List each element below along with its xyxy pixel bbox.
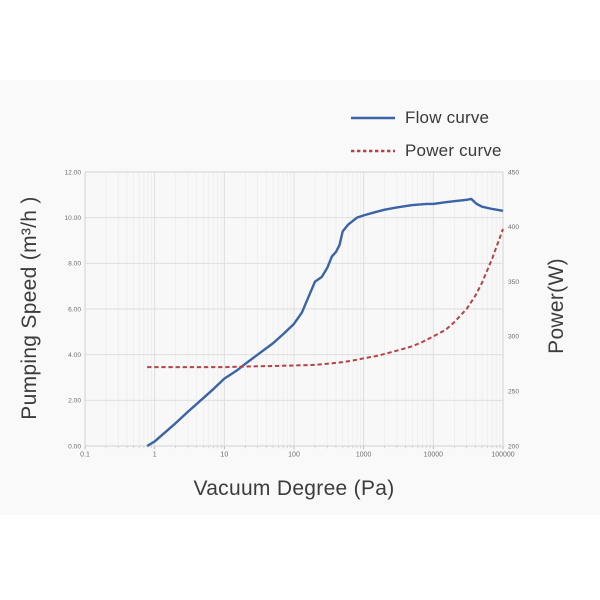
x-axis-title: Vacuum Degree (Pa) <box>193 477 395 500</box>
y-right-tick-label: 400 <box>508 224 519 231</box>
y-right-tick-label: 250 <box>508 389 519 396</box>
x-tick-label: 0.1 <box>80 452 90 459</box>
x-tick-label: 100 <box>288 452 300 459</box>
x-tick-label: 1000 <box>356 452 372 459</box>
x-tick-label: 100000 <box>491 452 514 459</box>
legend-item-flow: Flow curve <box>350 107 502 129</box>
x-tick-label: 1 <box>153 452 157 459</box>
y-left-tick-label: 8.00 <box>68 261 81 268</box>
legend-flow-label: Flow curve <box>405 108 490 127</box>
x-tick-label: 10000 <box>424 452 444 459</box>
legend: Flow curve Power curve <box>350 107 502 162</box>
y-left-tick-label: 10.00 <box>64 215 81 222</box>
flow-curve-line <box>146 197 504 448</box>
y-right-tick-label: 450 <box>508 169 519 176</box>
y-right-tick-label: 350 <box>508 279 519 286</box>
y-left-tick-label: 2.00 <box>68 398 81 405</box>
flow-line-swatch <box>351 116 395 120</box>
y-left-tick-label: 4.00 <box>68 352 81 359</box>
legend-power-label: Power curve <box>405 141 502 160</box>
y-axis-left-title: Pumping Speed (m³/h ) <box>18 196 41 420</box>
x-tick-label: 10 <box>220 452 228 459</box>
y-left-tick-label: 6.00 <box>68 306 81 313</box>
y-right-tick-label: 200 <box>508 443 519 450</box>
y-right-tick-label: 300 <box>508 334 519 341</box>
y-axis-right-title: Power(W) <box>545 258 568 354</box>
power-line-swatch <box>351 149 395 153</box>
power-curve-line <box>147 228 504 369</box>
y-left-tick-label: 12.00 <box>64 169 81 176</box>
plot-border <box>84 171 504 447</box>
y-left-tick-label: 0.00 <box>68 443 81 450</box>
legend-item-power: Power curve <box>350 140 502 162</box>
